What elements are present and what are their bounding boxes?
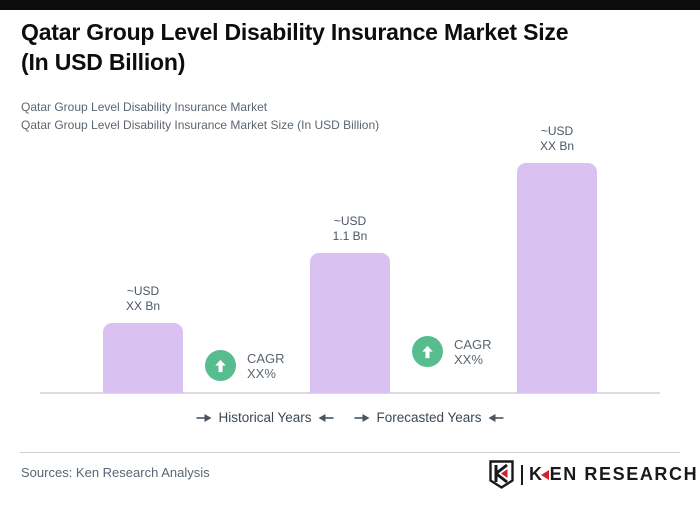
page-title-line1: Qatar Group Level Disability Insurance M…: [21, 19, 569, 45]
cagr-label: CAGR XX%: [454, 336, 492, 367]
bar-value-label: ~USD XX Bn: [125, 284, 161, 313]
bar-forecast: [517, 163, 597, 393]
chart-subtitle: Qatar Group Level Disability Insurance M…: [21, 98, 379, 134]
cagr-label: CAGR XX%: [247, 350, 285, 381]
growth-arrow-icon: [205, 350, 236, 381]
right-arrow-icon: [196, 413, 212, 422]
page-title-line2: (In USD Billion): [21, 49, 186, 75]
top-accent-bar: [0, 0, 700, 10]
right-arrow-icon: [354, 413, 370, 422]
bar-current: [310, 253, 390, 393]
logo-red-triangle-icon: [540, 469, 549, 480]
left-arrow-icon: [488, 413, 504, 422]
bar-value-label: ~USD 1.1 Bn: [332, 214, 368, 243]
left-arrow-icon: [318, 413, 334, 422]
cagr-badge-forecast: CAGR XX%: [412, 336, 492, 367]
footer-divider: [20, 452, 680, 453]
logo-wordmark: K EN RESEARCH: [529, 464, 699, 484]
sources-note: Sources: Ken Research Analysis: [21, 465, 210, 480]
axis-segment-historical: Historical Years: [196, 410, 334, 425]
chart-baseline: [40, 392, 660, 394]
axis-segment-label: Historical Years: [218, 410, 312, 425]
logo-divider: [521, 464, 523, 485]
axis-segment-forecasted: Forecasted Years: [354, 410, 504, 425]
bar-value-label: ~USD XX Bn: [539, 124, 575, 153]
bar-historical: [103, 323, 183, 393]
chart-subtitle-line1: Qatar Group Level Disability Insurance M…: [21, 100, 268, 114]
ken-research-emblem-icon: [489, 460, 514, 489]
chart-subtitle-line2: Qatar Group Level Disability Insurance M…: [21, 118, 380, 132]
ken-research-logo: K EN RESEARCH: [488, 460, 698, 489]
cagr-badge-historical: CAGR XX%: [205, 350, 285, 381]
growth-arrow-icon: [412, 336, 443, 367]
page-title: Qatar Group Level Disability Insurance M…: [21, 17, 681, 77]
axis-segment-label: Forecasted Years: [376, 410, 482, 425]
